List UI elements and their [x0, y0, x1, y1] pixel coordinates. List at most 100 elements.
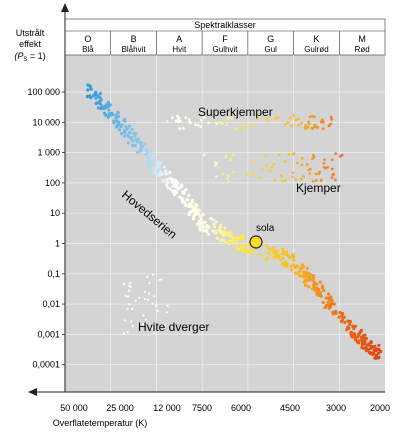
white-dwarf-star: [165, 311, 168, 314]
main-sequence-star: [292, 258, 296, 262]
supergiant-star: [286, 121, 290, 125]
main-sequence-star: [267, 251, 271, 256]
spectral-class-color: Gul: [264, 45, 277, 54]
main-sequence-star: [315, 282, 319, 286]
supergiant-star: [327, 124, 331, 128]
main-sequence-star: [224, 241, 228, 245]
supergiant-star: [330, 118, 333, 121]
main-sequence-star: [374, 353, 378, 357]
white-dwarf-star: [142, 314, 145, 317]
main-sequence-star: [120, 123, 124, 127]
giant-star: [314, 179, 318, 182]
main-sequence-star: [302, 270, 306, 274]
main-sequence-star: [234, 236, 238, 240]
main-sequence-star: [311, 283, 315, 287]
y-axis-label-line1: Utstrålt: [16, 28, 45, 38]
main-sequence-star: [134, 138, 138, 142]
main-sequence-star: [198, 226, 202, 230]
main-sequence-star: [94, 102, 98, 106]
main-sequence-star: [277, 253, 281, 258]
white-dwarf-star: [166, 304, 169, 308]
white-dwarf-star: [158, 278, 161, 281]
supergiant-star: [184, 116, 188, 119]
spectral-header-title: Spektralklasser: [194, 20, 256, 30]
main-sequence-star: [164, 183, 169, 187]
x-tick-label: 2000: [370, 403, 390, 413]
main-sequence-star: [311, 274, 316, 278]
giant-star: [227, 181, 230, 184]
white-dwarf-star: [126, 307, 129, 310]
main-sequence-star: [293, 271, 297, 275]
giant-star: [277, 153, 281, 157]
spectral-class-color: Hvit: [172, 45, 187, 54]
main-sequence-star: [369, 340, 373, 344]
y-tick-label: 10 000: [32, 117, 60, 127]
main-sequence-star: [353, 324, 357, 328]
main-sequence-star: [343, 320, 347, 324]
main-sequence-star: [240, 246, 244, 250]
main-sequence-star: [132, 144, 136, 148]
main-sequence-star: [227, 239, 231, 243]
giant-star: [314, 172, 318, 176]
main-sequence-star: [349, 330, 354, 334]
spectral-class-letter: K: [313, 34, 319, 44]
main-sequence-star: [194, 202, 198, 206]
giant-star: [272, 163, 276, 166]
main-sequence-star: [319, 294, 323, 298]
main-sequence-star: [199, 220, 203, 224]
supergiant-star: [307, 120, 310, 124]
x-tick-label: 4500: [280, 403, 300, 413]
giant-star: [311, 180, 315, 183]
white-dwarf-star: [128, 284, 131, 287]
supergiant-star: [242, 126, 246, 130]
main-sequence-star: [187, 193, 191, 197]
giant-star: [253, 160, 257, 164]
giant-star: [258, 176, 262, 180]
main-sequence-star: [190, 205, 195, 209]
main-sequence-star: [352, 326, 356, 331]
supergiant-star: [194, 123, 197, 127]
y-tick-labels: 100 000 10 000 1 000 100 10 1 0,1 0,01 0,001 0,00…: [27, 87, 65, 370]
main-sequence-star: [131, 139, 135, 143]
main-sequence-star: [309, 273, 313, 277]
main-sequence-star: [332, 302, 336, 306]
main-sequence-star: [156, 164, 160, 168]
white-dwarf-star: [151, 273, 155, 276]
main-sequence-star: [201, 225, 205, 229]
giant-star: [246, 172, 250, 176]
main-sequence-star: [323, 306, 327, 310]
main-sequence-star: [353, 332, 357, 337]
y-axis-label-tail: = 1): [27, 51, 45, 61]
main-sequence-star: [166, 185, 170, 189]
main-sequence-star: [235, 245, 239, 249]
giant-star: [264, 154, 267, 157]
x-axis-arrow: [28, 388, 37, 396]
main-sequence-star: [209, 216, 213, 220]
main-sequence-star: [329, 299, 334, 303]
x-tick-labels: 50 000 25 000 12 000 7500 6000 4500 3000 2000: [60, 403, 390, 413]
main-sequence-star: [123, 117, 127, 122]
main-sequence-star: [251, 247, 255, 251]
spectral-class-color: Blåhvit: [122, 45, 147, 54]
spectral-class-letter: F: [222, 34, 228, 44]
white-dwarf-star: [156, 309, 159, 312]
main-sequence-star: [358, 330, 363, 334]
main-sequence-star: [363, 333, 367, 337]
y-axis-label-line2: effekt: [19, 39, 41, 49]
x-tick-label: 50 000: [60, 403, 88, 413]
main-sequence-star: [156, 159, 160, 163]
main-sequence-star: [206, 232, 211, 236]
main-sequence-star: [114, 116, 118, 120]
main-sequence-star: [192, 214, 196, 218]
main-sequence-star: [379, 349, 383, 354]
main-sequence-star: [373, 356, 378, 360]
giant-star: [334, 178, 337, 182]
main-sequence-star: [161, 178, 165, 182]
main-sequence-star: [125, 127, 129, 131]
giants-label: Kjemper: [296, 181, 341, 195]
main-sequence-star: [141, 144, 145, 148]
main-sequence-star: [173, 183, 177, 187]
x-tick-label: 12 000: [153, 403, 181, 413]
main-sequence-star: [138, 149, 142, 153]
white-dwarf-star: [146, 275, 149, 279]
